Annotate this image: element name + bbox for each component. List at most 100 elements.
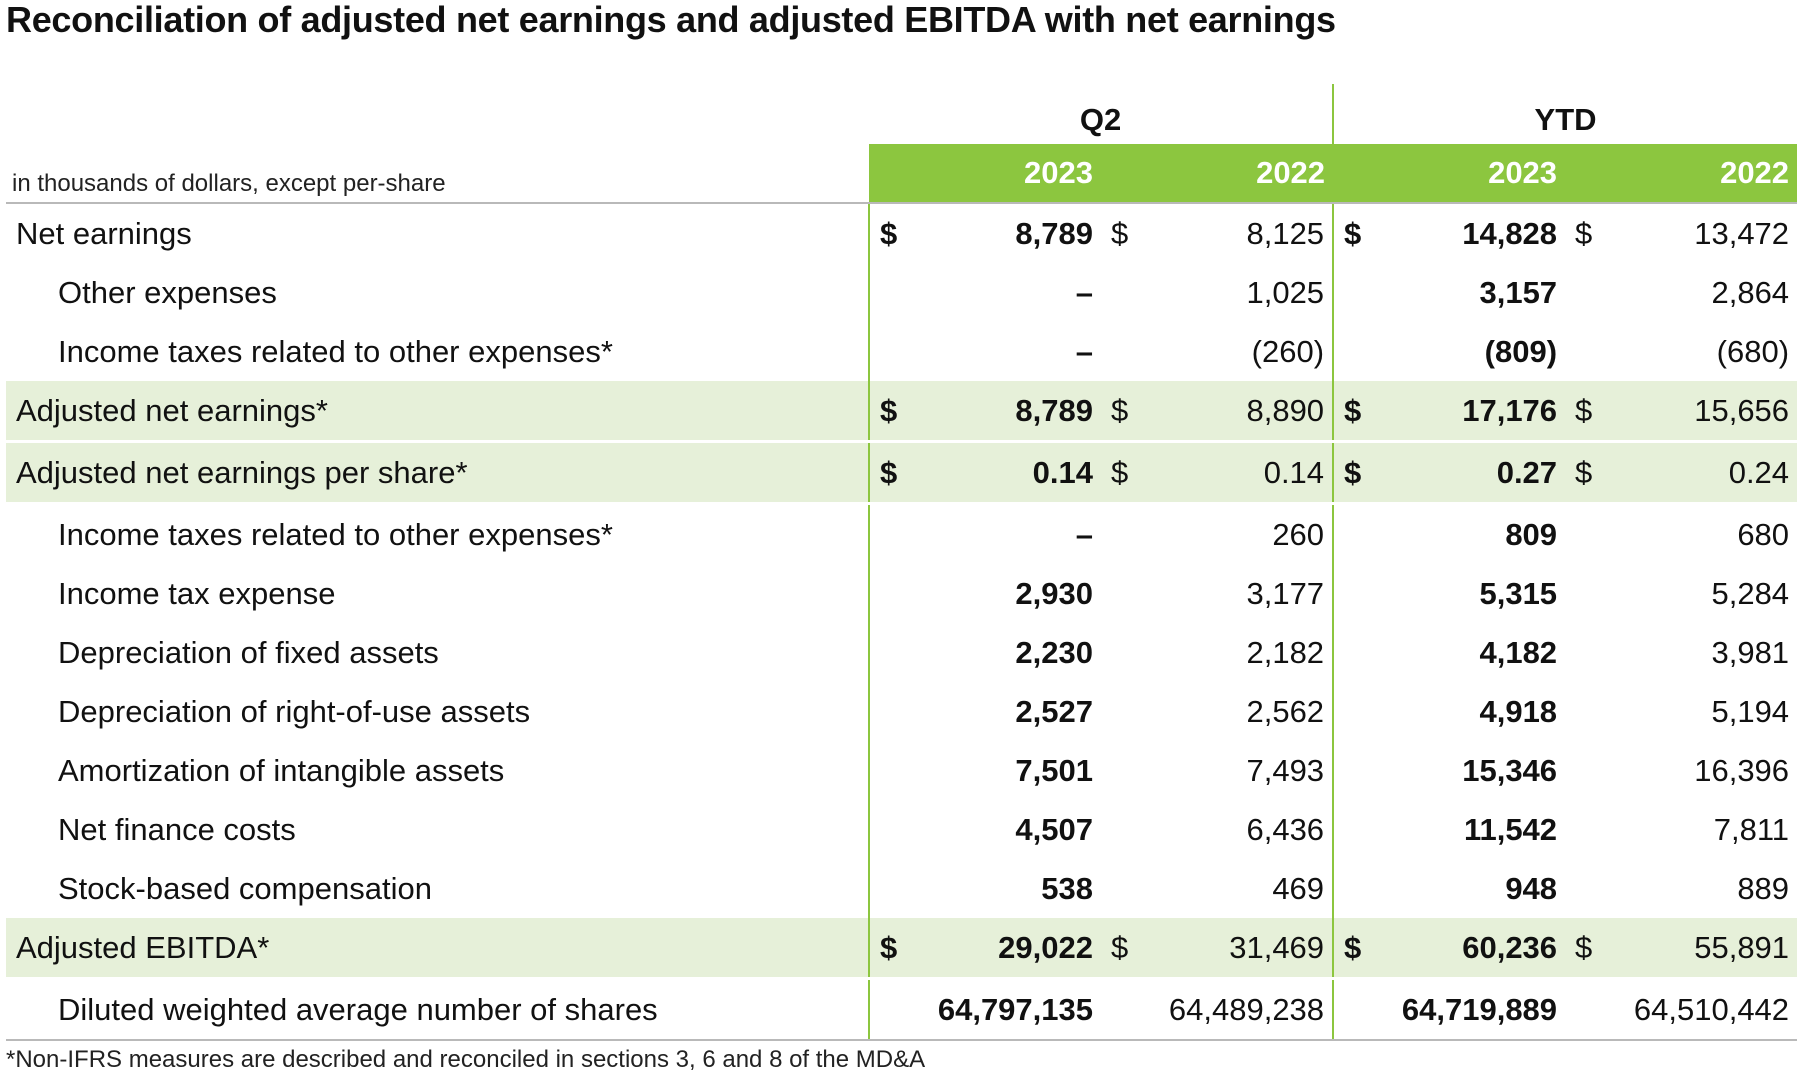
table-body: Net earnings $8,789 $8,125 $14,828 $13,472 Ot… bbox=[6, 203, 1798, 1041]
cell-ytd-2023: 4,182 bbox=[1479, 634, 1558, 670]
cell-ytd-2022: 3,981 bbox=[1711, 634, 1790, 670]
cell-ytd-2023: 948 bbox=[1505, 870, 1558, 906]
row-label: Income tax expense bbox=[58, 575, 336, 611]
year-header-ytd-2022: 2022 bbox=[1565, 144, 1798, 204]
cell-q2-2022: 31,469 bbox=[1143, 918, 1334, 980]
cell-ytd-2023: 64,719,889 bbox=[1375, 978, 1566, 1041]
currency-ytd-2022 bbox=[1565, 859, 1607, 918]
currency-q2-2022 bbox=[1101, 263, 1143, 322]
currency-q2-2023 bbox=[868, 322, 911, 381]
cell-q2-2023: 7,501 bbox=[1015, 752, 1093, 788]
currency-ytd-2022 bbox=[1565, 263, 1607, 322]
currency-q2-2022: $ bbox=[1101, 381, 1143, 443]
cell-q2-2023: 4,507 bbox=[1015, 811, 1093, 847]
cell-q2-2022: 469 bbox=[1272, 870, 1325, 906]
group-header-q2: Q2 bbox=[1079, 102, 1122, 137]
currency-q2-2023: $ bbox=[868, 441, 911, 505]
currency-ytd-2023: $ bbox=[1332, 203, 1376, 263]
cell-q2-2022: 2,182 bbox=[1246, 634, 1325, 670]
currency-q2-2022: $ bbox=[1101, 918, 1143, 980]
currency-ytd-2023 bbox=[1332, 322, 1376, 381]
column-group-header: Q2 YTD bbox=[6, 84, 1798, 144]
currency-ytd-2023: $ bbox=[1332, 441, 1376, 505]
currency-ytd-2022: $ bbox=[1565, 441, 1608, 505]
cell-ytd-2023: 60,236 bbox=[1375, 918, 1566, 980]
currency-q2-2022 bbox=[1101, 623, 1143, 682]
currency-ytd-2022 bbox=[1565, 978, 1608, 1041]
table-row: Net earnings $8,789 $8,125 $14,828 $13,472 bbox=[6, 203, 1797, 263]
cell-q2-2023: – bbox=[1075, 333, 1093, 369]
cell-q2-2022: 6,436 bbox=[1246, 811, 1325, 847]
currency-q2-2022 bbox=[1101, 800, 1143, 859]
cell-ytd-2023: 11,542 bbox=[1463, 811, 1558, 847]
currency-q2-2022 bbox=[1101, 859, 1143, 918]
currency-ytd-2022: $ bbox=[1565, 381, 1608, 443]
row-label: Income taxes related to other expenses* bbox=[58, 516, 613, 552]
row-label: Adjusted net earnings* bbox=[6, 381, 869, 443]
row-label: Other expenses bbox=[58, 274, 277, 310]
table-row: Depreciation of fixed assets 2,230 2,182 4,… bbox=[6, 623, 1797, 682]
table-row: Other expenses – 1,025 3,157 2,864 bbox=[6, 263, 1797, 322]
units-label: in thousands of dollars, except per-shar… bbox=[6, 144, 869, 204]
currency-ytd-2022 bbox=[1565, 322, 1607, 381]
cell-q2-2022: 7,493 bbox=[1246, 752, 1325, 788]
currency-ytd-2023 bbox=[1332, 623, 1376, 682]
row-label: Net earnings bbox=[16, 215, 192, 251]
cell-q2-2023: 0.14 bbox=[911, 441, 1101, 505]
cell-q2-2023: 64,797,135 bbox=[911, 978, 1101, 1041]
cell-q2-2023: 538 bbox=[1041, 870, 1093, 906]
cell-q2-2022: 3,177 bbox=[1246, 575, 1325, 611]
row-label: Adjusted net earnings per share* bbox=[6, 441, 869, 505]
cell-q2-2022: 8,890 bbox=[1143, 381, 1334, 443]
table-row: Stock-based compensation 538 469 948 889 bbox=[6, 859, 1797, 918]
cell-q2-2023: 2,230 bbox=[1015, 634, 1093, 670]
row-label: Depreciation of right-of-use assets bbox=[58, 693, 531, 729]
cell-q2-2022: (260) bbox=[1251, 333, 1325, 369]
cell-q2-2023: 8,789 bbox=[911, 381, 1101, 443]
currency-q2-2023: $ bbox=[868, 918, 911, 980]
currency-q2-2022 bbox=[1101, 564, 1143, 623]
cell-ytd-2023: 0.27 bbox=[1375, 441, 1566, 505]
currency-ytd-2022 bbox=[1565, 623, 1607, 682]
cell-q2-2023: 2,930 bbox=[1015, 575, 1093, 611]
currency-q2-2022 bbox=[1101, 322, 1143, 381]
cell-ytd-2022: 13,472 bbox=[1694, 215, 1790, 251]
currency-ytd-2023 bbox=[1332, 682, 1376, 741]
table-row: Adjusted net earnings* $8,789 $8,890 $17,17… bbox=[6, 381, 1798, 443]
row-label: Net finance costs bbox=[58, 811, 296, 847]
currency-ytd-2023: $ bbox=[1332, 918, 1376, 980]
currency-q2-2023: $ bbox=[868, 381, 911, 443]
table-row: Adjusted EBITDA* $29,022 $31,469 $60,236 $55… bbox=[6, 918, 1798, 980]
cell-ytd-2023: (809) bbox=[1484, 333, 1558, 369]
currency-q2-2023 bbox=[868, 503, 911, 564]
currency-ytd-2023 bbox=[1332, 741, 1376, 800]
cell-ytd-2022: 5,284 bbox=[1711, 575, 1790, 611]
currency-ytd-2023 bbox=[1332, 859, 1376, 918]
cell-ytd-2022: 5,194 bbox=[1711, 693, 1790, 729]
cell-q2-2023: – bbox=[1075, 274, 1093, 310]
year-header-row: in thousands of dollars, except per-shar… bbox=[6, 144, 1798, 204]
cell-q2-2023: 2,527 bbox=[1015, 693, 1093, 729]
year-header-ytd-2023: 2023 bbox=[1333, 144, 1566, 204]
page-title: Reconciliation of adjusted net earnings … bbox=[6, 0, 1336, 40]
cell-ytd-2023: 809 bbox=[1505, 516, 1558, 552]
cell-ytd-2023: 4,918 bbox=[1479, 693, 1558, 729]
row-label: Amortization of intangible assets bbox=[58, 752, 505, 788]
currency-ytd-2022 bbox=[1565, 564, 1607, 623]
currency-q2-2023 bbox=[868, 263, 911, 322]
currency-q2-2022: $ bbox=[1111, 215, 1129, 251]
currency-ytd-2023 bbox=[1332, 503, 1376, 564]
currency-q2-2022 bbox=[1101, 741, 1143, 800]
row-label: Diluted weighted average number of share… bbox=[6, 978, 869, 1041]
table-row: Depreciation of right-of-use assets 2,527… bbox=[6, 682, 1797, 741]
currency-q2-2022: $ bbox=[1101, 441, 1143, 505]
row-label: Adjusted EBITDA* bbox=[6, 918, 869, 980]
table-row: Net finance costs 4,507 6,436 11,542 7,811 bbox=[6, 800, 1797, 859]
currency-ytd-2022: $ bbox=[1565, 918, 1608, 980]
currency-ytd-2023 bbox=[1332, 263, 1376, 322]
cell-q2-2022: 2,562 bbox=[1246, 693, 1325, 729]
group-header-ytd: YTD bbox=[1332, 84, 1798, 144]
currency-q2-2023 bbox=[868, 741, 911, 800]
cell-ytd-2022: 55,891 bbox=[1607, 918, 1798, 980]
cell-q2-2023: 8,789 bbox=[1015, 215, 1093, 251]
